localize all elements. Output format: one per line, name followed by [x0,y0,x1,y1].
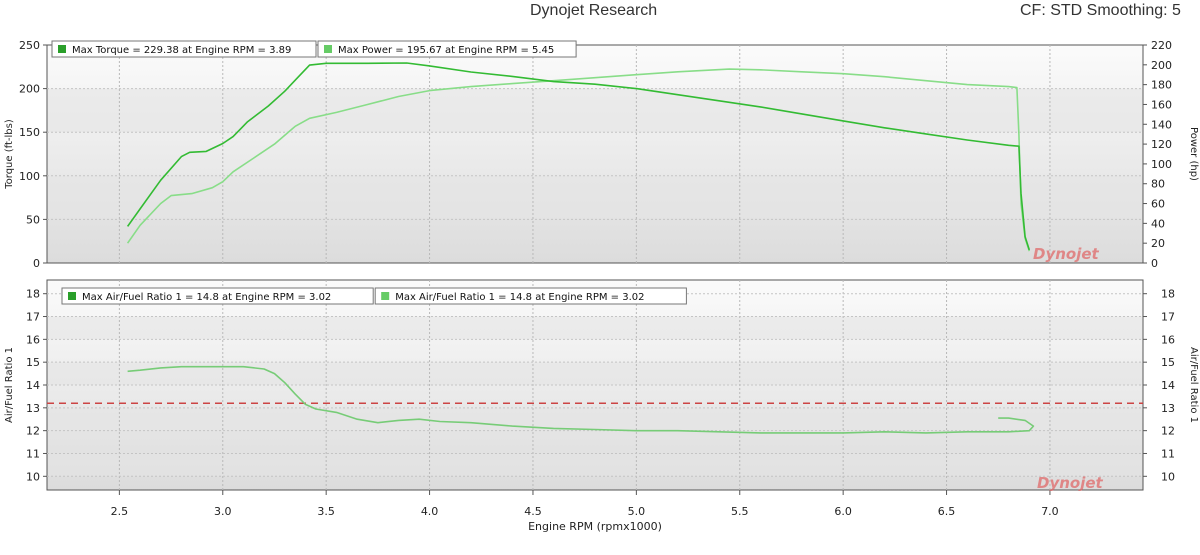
rpm-tick-label: 6.0 [834,505,852,518]
afr-curve [127,365,1035,434]
torque-tick-label: 100 [19,170,40,183]
rpm-tick-label: 7.0 [1041,505,1059,518]
afr-tick-label-left: 15 [26,356,40,369]
power-tick-label: 80 [1151,178,1165,191]
bottom-legend-swatch [381,292,390,300]
bottom-legend-box [374,287,687,305]
bottom-legend-text: Max Air/Fuel Ratio 1 = 14.8 at Engine RP… [82,292,331,303]
power-tick-label: 100 [1151,158,1172,171]
plot-band [48,407,1142,431]
torque-axis-label: Torque (ft-lbs) [4,119,15,190]
top-legend-text: Max Power = 195.67 at Engine RPM = 5.45 [338,45,554,56]
afr-tick-label-left: 17 [26,311,40,324]
rpm-tick-label: 5.5 [731,505,749,518]
top-legend-swatch [324,45,332,53]
afr-tick-label-right: 17 [1161,311,1175,324]
afr-tick-label-right: 16 [1161,333,1175,346]
rpm-tick-label: 3.5 [317,505,335,518]
plot-band [48,453,1142,477]
afr-tick-label-right: 11 [1161,447,1175,460]
afr-tick-label-right: 14 [1161,379,1175,392]
afr-tick-label-right: 15 [1161,356,1175,369]
plot-band [48,88,1142,133]
dynojet-watermark: Dynojet [1037,474,1104,492]
afr-tick-label-left: 11 [26,447,40,460]
rpm-axis-label: Engine RPM (rpmx1000) [528,520,662,533]
afr-tick-label-left: 12 [26,425,40,438]
torque-tick-label: 250 [19,39,40,52]
report-title: Dynojet Research [530,2,658,19]
power-curve [126,68,1031,252]
afr-axis-label-right: Air/Fuel Ratio 1 [1188,347,1199,423]
power-tick-label: 140 [1151,118,1172,131]
dynojet-watermark: Dynojet [1033,245,1100,263]
power-tick-label: 0 [1151,257,1158,270]
correction-factor-label: CF: STD Smoothing: 5 [1020,2,1181,19]
torque-curve [126,62,1031,251]
power-tick-label: 20 [1151,237,1165,250]
afr-tick-label-right: 10 [1161,470,1175,483]
torque-tick-label: 0 [33,257,40,270]
afr-tick-label-left: 13 [26,402,40,415]
rpm-tick-label: 6.5 [938,505,956,518]
bottom-legend-swatch [68,292,76,300]
power-tick-label: 180 [1151,79,1172,92]
afr-axis-label-left: Air/Fuel Ratio 1 [4,347,15,423]
bottom-legend-box [61,287,374,305]
afr-tick-label-left: 18 [26,288,40,301]
power-tick-label: 160 [1151,98,1172,111]
power-tick-label: 60 [1151,198,1165,211]
torque-tick-label: 150 [19,126,40,139]
rpm-tick-label: 3.0 [214,505,232,518]
plot-band [48,362,1142,385]
top-legend-text: Max Torque = 229.38 at Engine RPM = 3.89 [72,45,291,56]
torque-power-plot-area [46,44,1144,264]
top-legend-box [317,40,577,58]
top-legend-box [51,40,317,58]
power-axis-label: Power (hp) [1188,127,1199,181]
top-legend-swatch [58,45,66,53]
afr-tick-label-left: 14 [26,379,40,392]
rpm-tick-label: 5.0 [628,505,646,518]
plot-band [48,316,1142,340]
afr-tick-label-right: 13 [1161,402,1175,415]
rpm-tick-label: 2.5 [111,505,129,518]
torque-tick-label: 200 [19,83,40,96]
plot-band [48,175,1142,220]
bottom-legend-text: Max Air/Fuel Ratio 1 = 14.8 at Engine RP… [395,292,644,303]
afr-tick-label-left: 16 [26,333,40,346]
power-tick-label: 200 [1151,59,1172,72]
rpm-tick-label: 4.5 [524,505,542,518]
afr-tick-label-right: 18 [1161,288,1175,301]
rpm-tick-label: 4.0 [421,505,439,518]
power-tick-label: 220 [1151,39,1172,52]
afr-tick-label-right: 12 [1161,425,1175,438]
power-tick-label: 120 [1151,138,1172,151]
afr-tick-label-left: 10 [26,470,40,483]
torque-tick-label: 50 [26,213,40,226]
power-tick-label: 40 [1151,217,1165,230]
